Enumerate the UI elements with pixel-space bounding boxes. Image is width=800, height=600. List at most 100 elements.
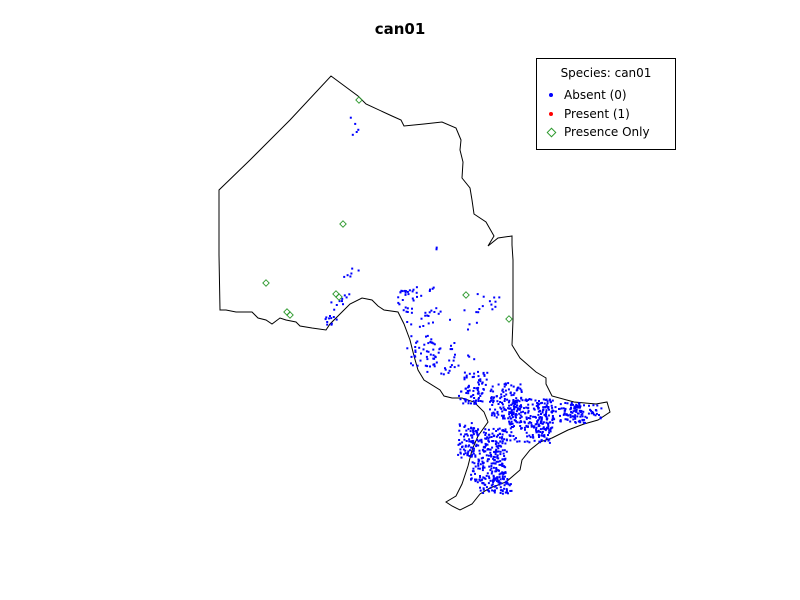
absent-point bbox=[491, 308, 494, 311]
presence-only-point bbox=[262, 279, 270, 287]
absent-point bbox=[579, 421, 582, 424]
absent-point bbox=[584, 415, 587, 418]
absent-point bbox=[509, 427, 512, 430]
absent-point bbox=[542, 406, 545, 409]
absent-point bbox=[330, 317, 333, 320]
absent-point bbox=[493, 491, 496, 494]
absent-point bbox=[582, 421, 585, 424]
absent-point bbox=[492, 401, 495, 404]
absent-point bbox=[575, 410, 578, 413]
absent-point bbox=[535, 429, 538, 432]
absent-point bbox=[507, 388, 510, 391]
absent-point bbox=[523, 440, 526, 443]
absent-point bbox=[444, 367, 446, 370]
absent-point bbox=[449, 366, 452, 368]
absent-point bbox=[476, 389, 479, 391]
absent-point bbox=[477, 386, 480, 389]
absent-point bbox=[515, 437, 517, 440]
absent-point bbox=[400, 289, 403, 292]
absent-point bbox=[496, 478, 499, 481]
absent-point bbox=[476, 293, 479, 296]
absent-point bbox=[472, 470, 475, 473]
absent-point bbox=[401, 299, 404, 301]
absent-point bbox=[511, 402, 514, 405]
absent-point bbox=[574, 414, 577, 417]
absent-point bbox=[570, 403, 573, 406]
absent-point bbox=[416, 340, 419, 343]
absent-point bbox=[479, 489, 482, 492]
absent-point bbox=[569, 416, 572, 419]
absent-point bbox=[482, 431, 485, 434]
absent-point bbox=[485, 454, 488, 457]
absent-point bbox=[493, 462, 496, 465]
absent-point bbox=[432, 354, 435, 357]
absent-point bbox=[510, 411, 513, 414]
absent-point bbox=[465, 376, 468, 379]
absent-point bbox=[502, 452, 505, 455]
absent-point bbox=[502, 478, 505, 481]
absent-point bbox=[499, 450, 502, 453]
absent-point bbox=[510, 394, 513, 397]
absent-point bbox=[523, 407, 525, 410]
absent-point bbox=[527, 410, 530, 413]
absent-point bbox=[559, 419, 562, 422]
absent-point bbox=[501, 442, 504, 445]
absent-point bbox=[503, 455, 506, 457]
absent-point bbox=[483, 374, 486, 376]
absent-point bbox=[470, 446, 473, 449]
absent-point bbox=[501, 389, 504, 392]
absent-point bbox=[415, 286, 418, 289]
absent-point bbox=[566, 418, 569, 421]
absent-point bbox=[482, 462, 484, 465]
absent-point bbox=[492, 479, 495, 482]
absent-point bbox=[526, 435, 529, 438]
absent-point bbox=[600, 407, 603, 410]
absent-point bbox=[496, 400, 499, 403]
absent-point bbox=[486, 458, 489, 461]
absent-point bbox=[504, 389, 507, 392]
absent-point bbox=[509, 423, 512, 426]
absent-point bbox=[481, 482, 484, 484]
absent-point bbox=[585, 416, 588, 419]
absent-point bbox=[406, 307, 409, 310]
absent-point bbox=[513, 438, 516, 441]
absent-point bbox=[404, 293, 407, 296]
absent-point bbox=[342, 303, 344, 306]
absent-point bbox=[511, 413, 514, 416]
absent-point bbox=[524, 428, 526, 431]
absent-point bbox=[511, 416, 514, 419]
absent-point bbox=[491, 412, 494, 415]
absent-point bbox=[490, 472, 493, 475]
absent-point bbox=[498, 436, 501, 439]
absent-point bbox=[499, 406, 502, 409]
absent-point bbox=[539, 402, 542, 405]
absent-point bbox=[416, 295, 418, 298]
absent-point bbox=[497, 413, 500, 416]
absent-point bbox=[458, 442, 461, 445]
absent-point bbox=[460, 390, 463, 393]
absent-point bbox=[477, 375, 480, 378]
absent-point bbox=[480, 457, 483, 460]
absent-point bbox=[559, 420, 562, 423]
absent-point bbox=[492, 466, 495, 469]
absent-point bbox=[490, 303, 493, 306]
absent-point bbox=[524, 412, 527, 415]
absent-point bbox=[473, 402, 476, 405]
absent-point bbox=[405, 310, 408, 313]
absent-point bbox=[507, 483, 510, 486]
absent-point bbox=[450, 364, 453, 367]
absent-point bbox=[468, 355, 471, 358]
absent-point bbox=[458, 429, 461, 432]
absent-point bbox=[492, 481, 495, 484]
absent-point bbox=[523, 420, 526, 423]
absent-point bbox=[519, 425, 522, 427]
absent-point bbox=[477, 428, 479, 431]
absent-point bbox=[491, 440, 494, 442]
absent-point bbox=[505, 393, 508, 396]
presence-only-point bbox=[335, 293, 343, 301]
absent-point bbox=[512, 399, 515, 401]
absent-point bbox=[509, 417, 512, 420]
absent-point bbox=[466, 452, 469, 455]
absent-point bbox=[570, 402, 573, 404]
absent-point bbox=[477, 390, 480, 393]
